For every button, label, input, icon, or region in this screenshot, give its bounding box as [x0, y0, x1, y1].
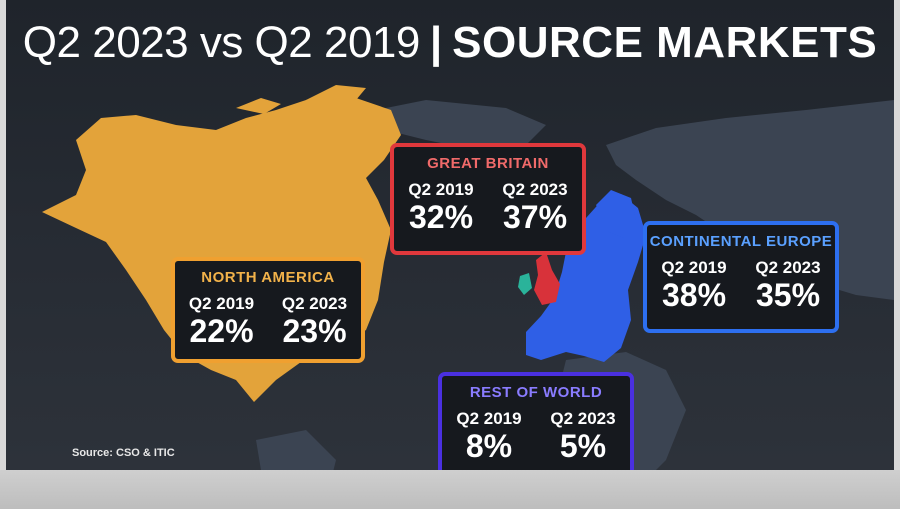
ireland-land — [518, 273, 532, 295]
slide-title: Q2 2023 vs Q2 2019 | SOURCE MARKETS — [6, 18, 894, 68]
britain-land — [534, 252, 560, 305]
great-britain-card: GREAT BRITAIN Q2 2019 32% Q2 2023 37% — [390, 143, 586, 255]
presentation-screen: Q2 2023 vs Q2 2019 | SOURCE MARKETS GREAT … — [6, 0, 894, 500]
stat-label: Q2 2023 — [281, 294, 348, 313]
source-note: Source: CSO & ITIC — [72, 447, 175, 459]
stat-value: 35% — [755, 277, 821, 313]
stat-value: 38% — [661, 277, 727, 313]
stat-label: Q2 2023 — [502, 180, 568, 199]
region-name: NORTH AMERICA — [201, 269, 335, 286]
stat-label: Q2 2019 — [188, 294, 255, 313]
continental-europe-land — [526, 194, 646, 362]
greenland-land — [366, 100, 546, 150]
stat-2019: Q2 2019 22% — [189, 294, 254, 348]
title-topic: SOURCE MARKETS — [452, 18, 878, 67]
rest-of-world-card: REST OF WORLD Q2 2019 8% Q2 2023 5% — [438, 372, 634, 480]
stat-value: 8% — [465, 428, 513, 464]
north-america-card: NORTH AMERICA Q2 2019 22% Q2 2023 23% — [171, 257, 365, 363]
title-separator: | — [429, 18, 443, 67]
stat-2023: Q2 2023 35% — [755, 258, 820, 312]
stat-label: Q2 2019 — [661, 258, 727, 277]
stat-2019: Q2 2019 38% — [661, 258, 726, 312]
region-name: GREAT BRITAIN — [427, 155, 549, 172]
region-name: REST OF WORLD — [469, 384, 603, 401]
stat-2019: Q2 2019 8% — [456, 409, 521, 463]
north-america-islands — [236, 85, 366, 114]
title-period: Q2 2023 vs Q2 2019 — [22, 18, 421, 67]
room-wall — [0, 470, 900, 509]
stat-value: 22% — [189, 313, 254, 349]
stat-label: Q2 2023 — [550, 409, 616, 428]
stat-value: 5% — [559, 428, 607, 464]
stat-2019: Q2 2019 32% — [408, 180, 473, 234]
scandinavia-land — [596, 190, 636, 238]
stat-value: 32% — [408, 199, 474, 235]
stat-2023: Q2 2023 5% — [550, 409, 615, 463]
region-name: CONTINENTAL EUROPE — [649, 233, 833, 250]
stat-2023: Q2 2023 23% — [282, 294, 347, 348]
continental-europe-card: CONTINENTAL EUROPE Q2 2019 38% Q2 2023 3… — [643, 221, 839, 333]
stat-2023: Q2 2023 37% — [502, 180, 567, 234]
stat-label: Q2 2019 — [456, 409, 522, 428]
stat-value: 37% — [502, 199, 568, 235]
stat-value: 23% — [282, 313, 347, 349]
stat-label: Q2 2019 — [408, 180, 474, 199]
stat-label: Q2 2023 — [755, 258, 821, 277]
